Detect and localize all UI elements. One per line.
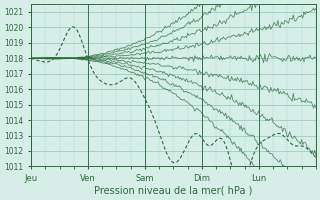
X-axis label: Pression niveau de la mer( hPa ): Pression niveau de la mer( hPa )	[94, 186, 252, 196]
